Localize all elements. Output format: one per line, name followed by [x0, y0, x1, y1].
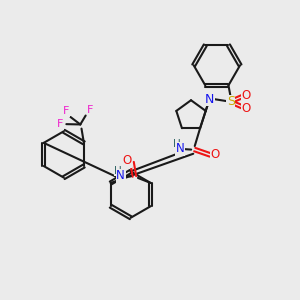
Text: N: N — [116, 169, 125, 182]
Text: H: H — [115, 166, 122, 176]
Text: H: H — [173, 139, 181, 148]
Text: S: S — [227, 95, 235, 108]
Text: O: O — [210, 148, 220, 161]
Text: N: N — [205, 93, 214, 106]
Text: O: O — [242, 89, 251, 102]
Text: F: F — [87, 105, 94, 115]
Text: O: O — [242, 102, 251, 115]
Text: O: O — [122, 154, 131, 167]
Text: N: N — [176, 142, 184, 155]
Text: F: F — [63, 106, 70, 116]
Text: F: F — [57, 119, 63, 129]
